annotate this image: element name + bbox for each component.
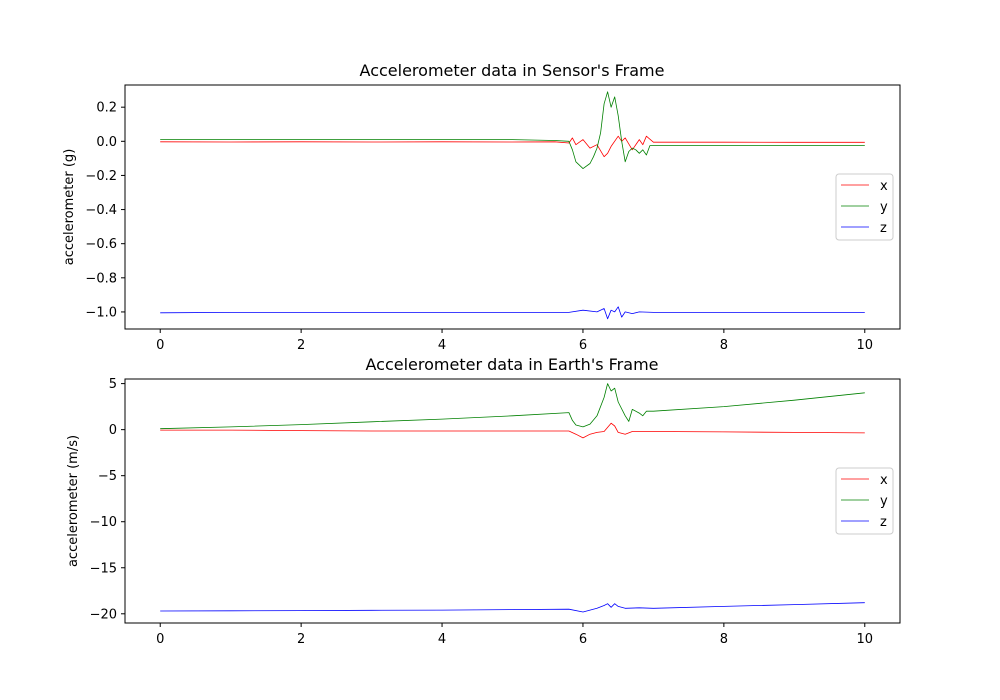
y-tick-label: −10 <box>90 515 117 530</box>
x-tick-label: 10 <box>856 338 873 353</box>
y-tick-label: −0.2 <box>85 169 117 184</box>
legend-label-y: y <box>880 200 888 215</box>
y-axis: 5 0 −5 −10 −15 −20 <box>90 377 125 622</box>
y-tick-label: −0.6 <box>85 237 117 252</box>
x-tick-label: 6 <box>579 632 587 647</box>
legend-box <box>835 467 894 535</box>
y-axis: 0.2 0.0 −0.2 −0.4 −0.6 −0.8 −1.0 <box>85 101 125 320</box>
x-tick-label: 4 <box>438 632 446 647</box>
plot-area <box>124 84 901 330</box>
legend-label-y: y <box>880 494 888 509</box>
y-axis-label: accelerometer (g) <box>62 149 77 266</box>
y-tick-label: −0.8 <box>85 271 117 286</box>
series-line-x <box>160 422 865 439</box>
y-tick-label: −20 <box>90 607 117 622</box>
chart-earth-frame: Accelerometer data in Earth's Frame 0 2 4 6… <box>66 355 901 647</box>
y-tick-label: −5 <box>98 469 117 484</box>
y-tick-label: −0.4 <box>85 203 117 218</box>
y-tick-label: −1.0 <box>85 305 117 320</box>
y-tick-label: 5 <box>109 377 117 392</box>
chart-marks <box>160 91 865 320</box>
legend-label-z: z <box>880 515 887 530</box>
x-axis: 0 2 4 6 8 10 <box>156 329 873 353</box>
legend: xyz <box>835 173 894 241</box>
y-tick-label: 0.0 <box>96 135 117 150</box>
x-tick-label: 8 <box>720 338 728 353</box>
legend-label-z: z <box>880 221 887 236</box>
chart-sensor-frame: Accelerometer data in Sensor's Frame 0 2 4… <box>62 61 901 353</box>
x-tick-label: 10 <box>856 632 873 647</box>
x-tick-label: 2 <box>297 338 305 353</box>
y-tick-label: 0 <box>109 423 117 438</box>
y-axis-label: accelerometer (m/s) <box>66 435 81 567</box>
plot-area <box>124 378 901 624</box>
x-tick-label: 0 <box>156 338 164 353</box>
legend-label-x: x <box>880 179 888 194</box>
series-line-z <box>160 306 865 320</box>
x-tick-label: 0 <box>156 632 164 647</box>
series-line-z <box>160 602 865 613</box>
legend-box <box>835 173 894 241</box>
legend-label-x: x <box>880 473 888 488</box>
y-tick-label: −15 <box>90 561 117 576</box>
x-tick-label: 2 <box>297 632 305 647</box>
x-tick-label: 4 <box>438 338 446 353</box>
chart-marks <box>160 383 865 613</box>
legend: xyz <box>835 467 894 535</box>
x-tick-label: 6 <box>579 338 587 353</box>
x-tick-label: 8 <box>720 632 728 647</box>
series-line-y <box>160 383 865 430</box>
series-line-y <box>160 91 865 169</box>
series-line-x <box>160 135 865 158</box>
chart-title: Accelerometer data in Sensor's Frame <box>360 61 665 80</box>
chart-title: Accelerometer data in Earth's Frame <box>366 355 659 374</box>
x-axis: 0 2 4 6 8 10 <box>156 623 873 647</box>
y-tick-label: 0.2 <box>96 101 117 116</box>
